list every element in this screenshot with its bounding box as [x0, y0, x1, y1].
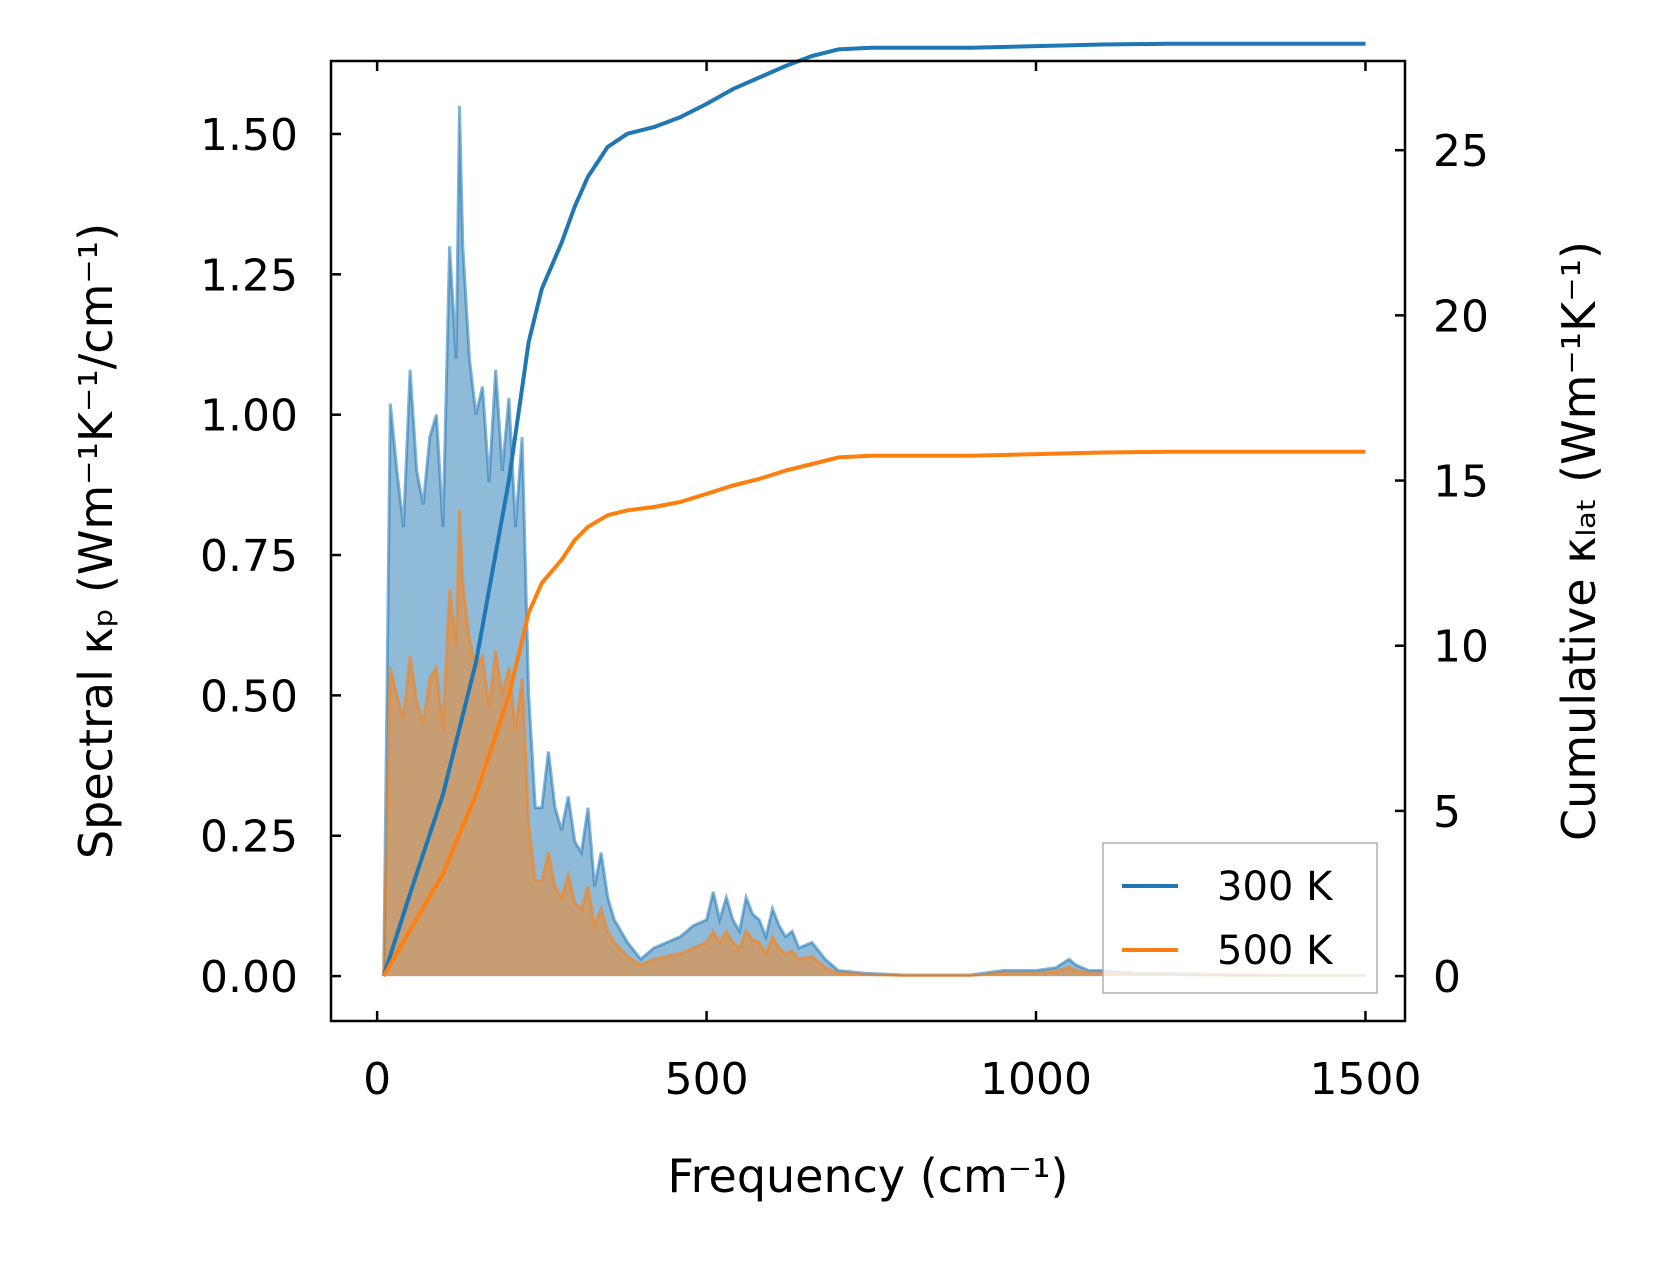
legend-label-300k: 300 K [1217, 864, 1334, 910]
y-left-tick-label: 0.75 [200, 531, 298, 582]
legend-box [1102, 842, 1378, 994]
legend: 300 K 500 K [1102, 842, 1378, 994]
cumulative-line-300k [381, 41, 1366, 977]
plot-frame [329, 59, 1407, 1023]
y-right-tick-label: 10 [1433, 622, 1489, 673]
spectral-area-500k [383, 510, 1366, 977]
axis-ticks [331, 61, 1405, 1021]
y-axis-right-title: Cumulative κₗₐₜ (Wm⁻¹K⁻¹) [1552, 241, 1606, 841]
x-tick-label: 1000 [980, 1054, 1092, 1105]
spectral-fills [383, 105, 1366, 977]
y-left-tick-label: 1.50 [200, 110, 298, 161]
x-tick-label: 500 [665, 1054, 749, 1105]
x-tick-label: 0 [363, 1054, 391, 1105]
y-left-tick-label: 0.25 [200, 812, 298, 863]
x-axis-title: Frequency (cm⁻¹) [668, 1149, 1069, 1203]
y-right-tick-label: 15 [1433, 457, 1489, 508]
cumulative-lines [381, 41, 1366, 978]
y-left-tick-label: 0.00 [200, 952, 298, 1003]
y-right-tick-label: 0 [1433, 952, 1461, 1003]
y-left-tick-label: 0.50 [200, 671, 298, 722]
cumulative-line-500k [381, 449, 1366, 978]
spectral-line-500k [382, 510, 1366, 977]
y-right-tick-label: 5 [1433, 787, 1461, 838]
y-right-tick-label: 25 [1433, 126, 1489, 177]
y-axis-left-title: Spectral κₚ (Wm⁻¹K⁻¹/cm⁻¹) [69, 223, 123, 859]
y-left-tick-label: 1.25 [200, 250, 298, 301]
y-right-tick-label: 20 [1433, 291, 1489, 342]
y-left-tick-label: 1.00 [200, 391, 298, 442]
legend-label-500k: 500 K [1217, 928, 1334, 974]
spectral-lines [382, 105, 1366, 977]
tick-labels: 0 500 1000 1500 0.00 0.25 0.50 0.75 1.00 1.25 1.50… [200, 110, 1489, 1105]
x-tick-label: 1500 [1309, 1054, 1421, 1105]
